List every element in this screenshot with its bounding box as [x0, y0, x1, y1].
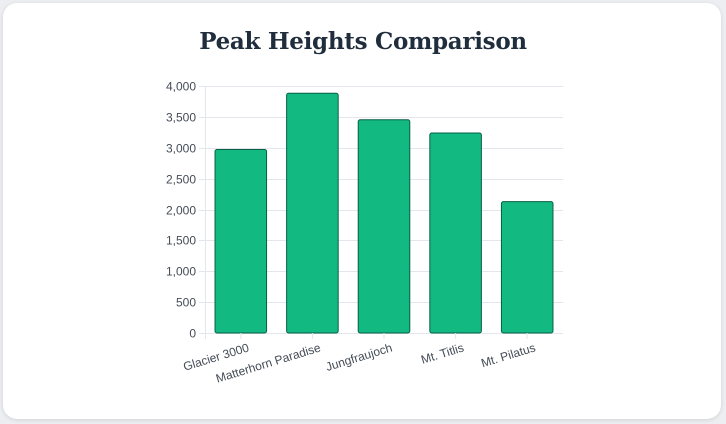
chart-title: Peak Heights Comparison — [199, 28, 527, 55]
y-tick-label: 3,500 — [166, 111, 196, 125]
bar — [500, 201, 554, 334]
bar — [429, 132, 482, 334]
x-tick-label: Mt. Pilatus — [479, 340, 537, 370]
y-tick-label: 2,000 — [166, 204, 196, 218]
bar — [214, 149, 268, 334]
y-tick-label: 4,000 — [166, 80, 196, 94]
bars — [214, 92, 554, 334]
y-tick-label: 500 — [176, 296, 196, 310]
y-tick-label: 2,500 — [166, 173, 196, 187]
bar — [286, 92, 339, 334]
y-tick-label: 3,000 — [166, 142, 196, 156]
bar — [357, 119, 411, 334]
y-tick-label: 1,000 — [166, 265, 196, 279]
x-tick-label: Jungfraujoch — [324, 340, 394, 373]
y-axis-ticks: 0 500 1,000 1,500 2,000 2,500 3,000 3,500 4,000 — [166, 80, 196, 341]
y-tick-label: 0 — [189, 327, 196, 341]
x-tick-label: Mt. Titlis — [419, 340, 465, 366]
y-tick-label: 1,500 — [166, 234, 196, 248]
